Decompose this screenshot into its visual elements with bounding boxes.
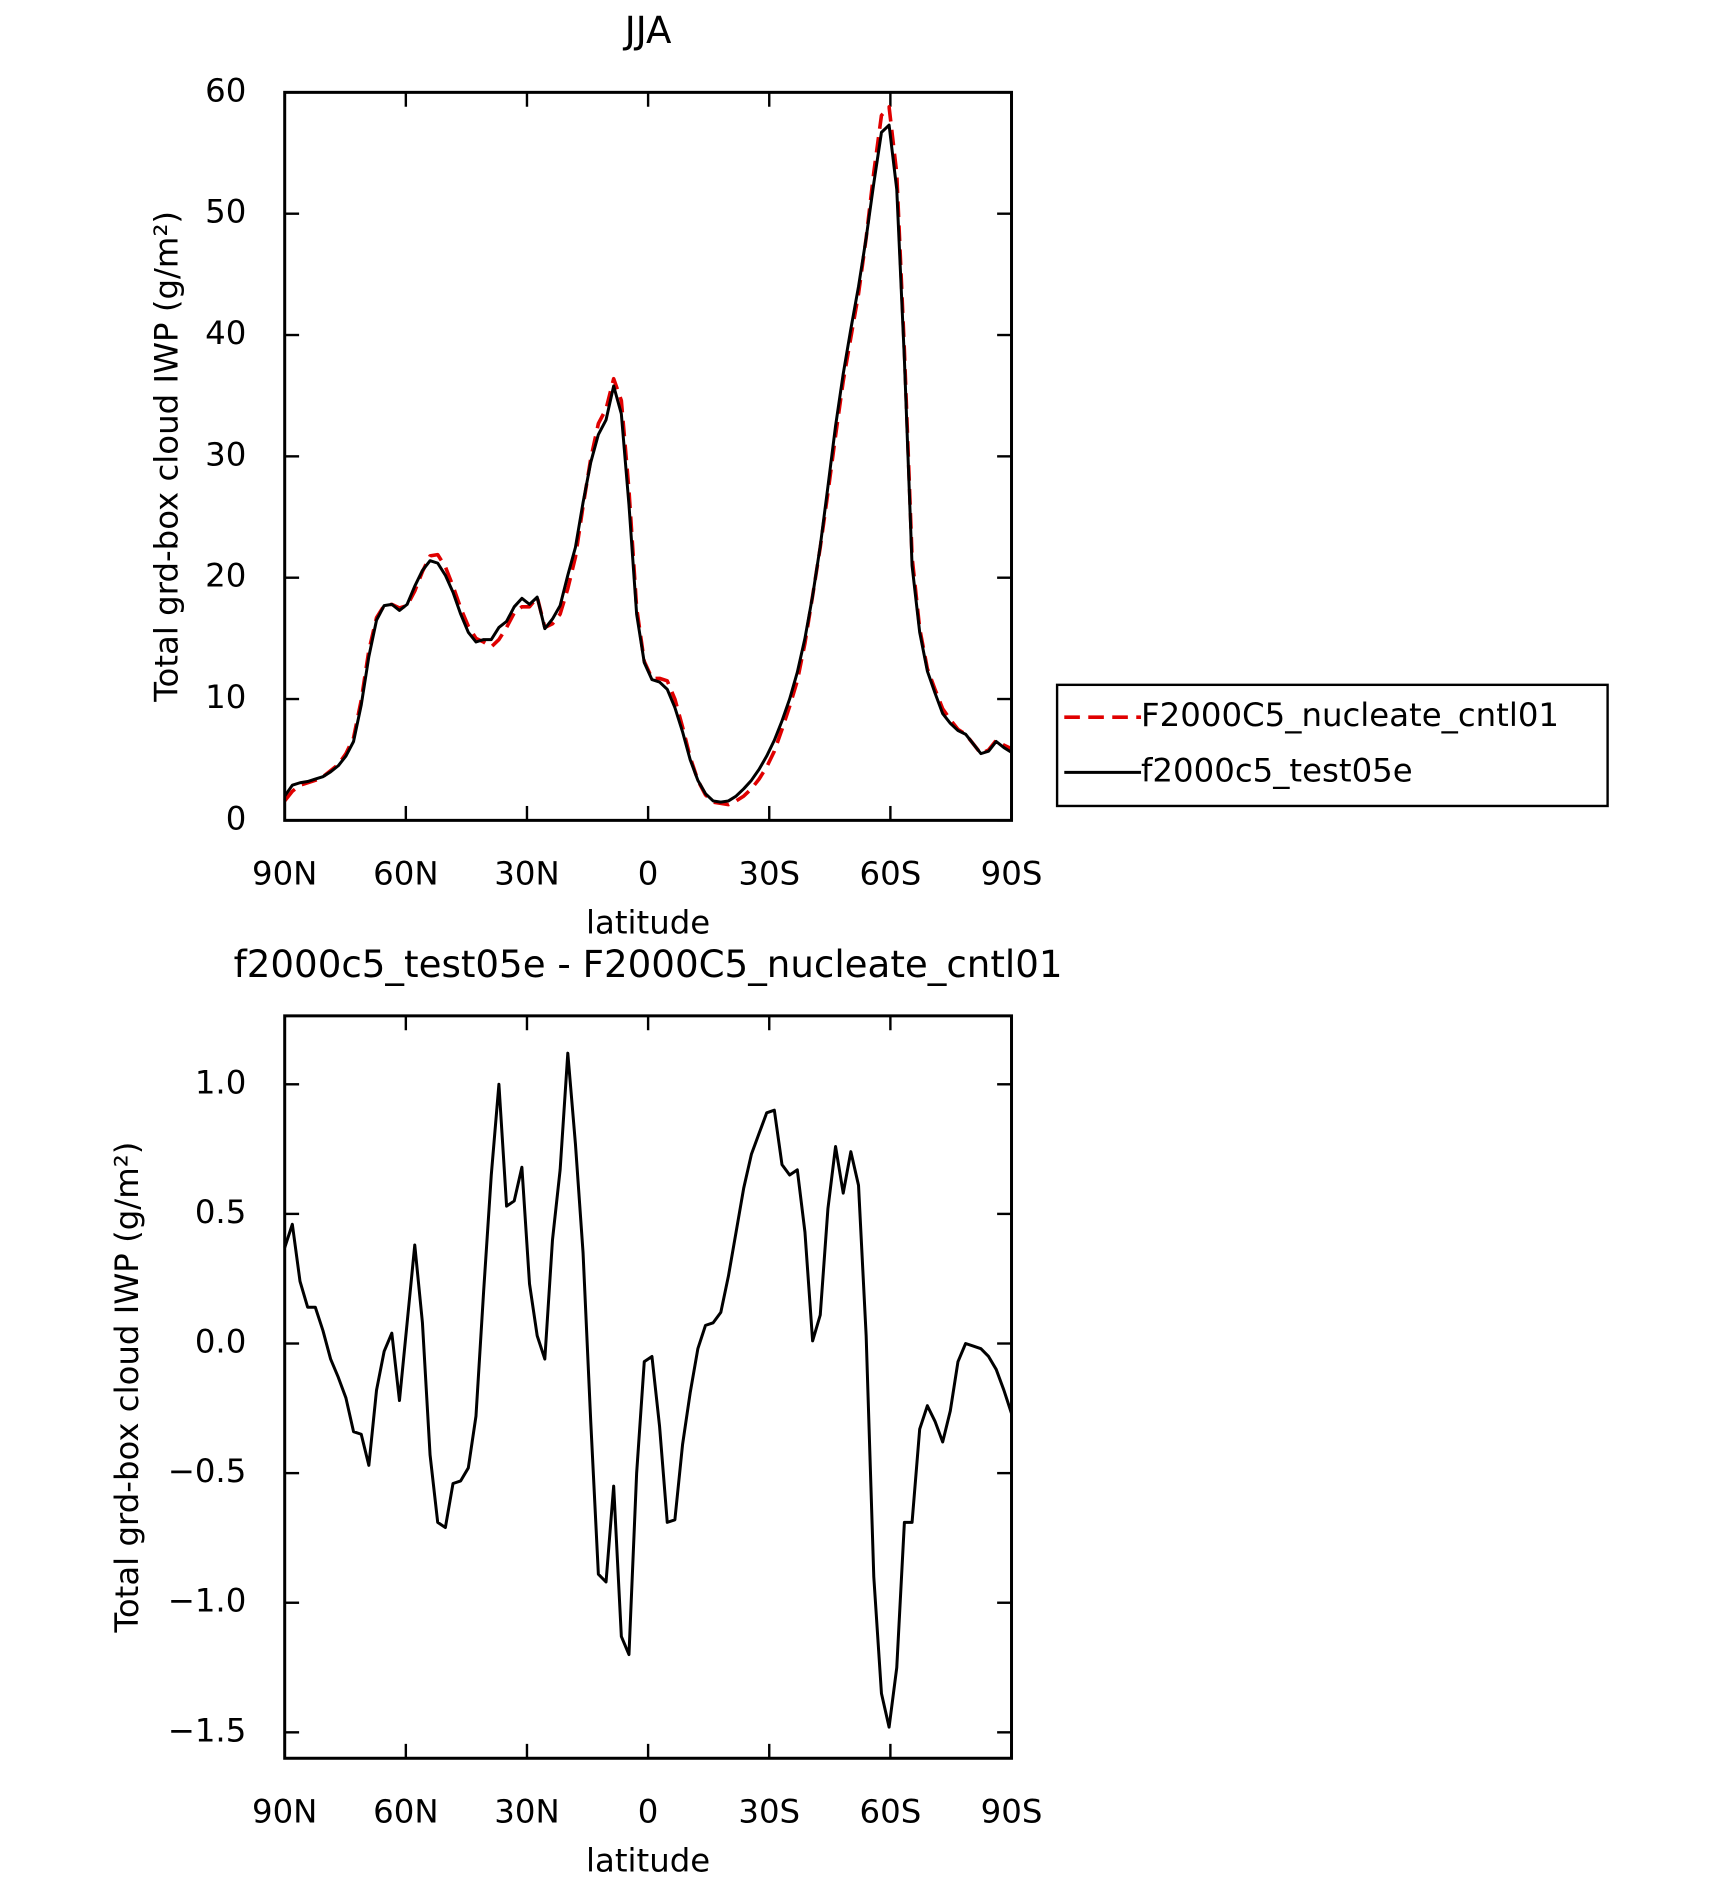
x-tick-label: 60N [373, 855, 438, 893]
x-tick-label: 60N [373, 1792, 438, 1830]
chart-title: f2000c5_test05e - F2000C5_nucleate_cntl0… [234, 942, 1063, 986]
legend-box [1055, 683, 1609, 808]
x-tick-label: 90N [252, 855, 317, 893]
y-tick-label: 0.0 [195, 1323, 247, 1361]
data-line [283, 105, 1013, 807]
x-axis-label: latitude [586, 904, 710, 942]
plot-frame [283, 90, 1014, 822]
y-tick-label: 60 [205, 71, 246, 109]
x-tick-label: 30N [494, 855, 559, 893]
x-tick-label: 90S [981, 1792, 1043, 1830]
y-tick-label: 10 [205, 678, 246, 716]
y-tick-label: −0.5 [168, 1452, 247, 1490]
x-tick-label: 60S [860, 1792, 922, 1830]
x-tick-label: 30S [738, 1792, 800, 1830]
x-tick-label: 0 [638, 1792, 659, 1830]
legend-label: F2000C5_nucleate_cntl01 [1141, 696, 1559, 734]
x-tick-label: 90S [981, 855, 1043, 893]
plot-frame [283, 1014, 1014, 1760]
data-line [283, 1051, 1013, 1729]
legend-label: f2000c5_test05e [1141, 751, 1413, 789]
y-tick-label: 20 [205, 557, 246, 595]
y-tick-label: 30 [205, 435, 246, 473]
x-tick-label: 30N [494, 1792, 559, 1830]
y-tick-label: 0 [226, 799, 247, 837]
y-tick-label: 40 [205, 314, 246, 352]
y-tick-label: 0.5 [195, 1193, 247, 1231]
y-tick-label: −1.0 [168, 1582, 247, 1620]
y-tick-label: −1.5 [168, 1711, 247, 1749]
x-tick-label: 0 [638, 855, 659, 893]
x-tick-label: 90N [252, 1792, 317, 1830]
y-tick-label: 50 [205, 193, 246, 231]
chart-title: JJA [623, 8, 672, 52]
y-axis-label: Total grd-box cloud IWP (g/m²) [147, 211, 185, 703]
x-axis-label: latitude [586, 1842, 710, 1877]
y-tick-label: 1.0 [195, 1063, 247, 1101]
data-line [283, 123, 1013, 804]
y-axis-label: Total grd-box cloud IWP (g/m²) [108, 1142, 146, 1634]
x-tick-label: 30S [738, 855, 800, 893]
x-tick-label: 60S [860, 855, 922, 893]
